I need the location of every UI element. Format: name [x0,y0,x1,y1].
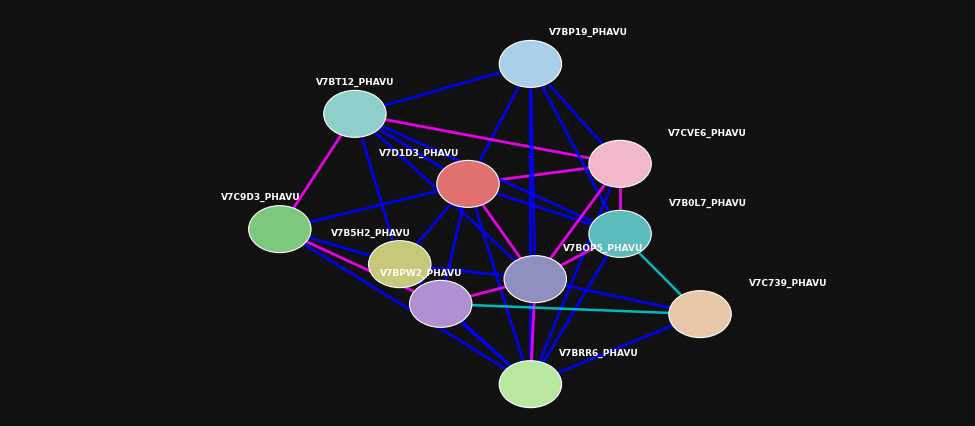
Text: V7BP19_PHAVU: V7BP19_PHAVU [549,28,629,37]
Ellipse shape [589,211,651,258]
Ellipse shape [249,206,311,253]
Text: V7BOP5_PHAVU: V7BOP5_PHAVU [564,244,644,253]
Ellipse shape [589,141,651,188]
Text: V7C9D3_PHAVU: V7C9D3_PHAVU [220,193,300,202]
Text: V7B0L7_PHAVU: V7B0L7_PHAVU [669,199,747,207]
Ellipse shape [499,41,562,88]
Text: V7D1D3_PHAVU: V7D1D3_PHAVU [379,149,459,158]
Ellipse shape [369,241,431,288]
Text: V7BT12_PHAVU: V7BT12_PHAVU [316,78,394,87]
Text: V7CVE6_PHAVU: V7CVE6_PHAVU [669,129,747,138]
Text: V7B5H2_PHAVU: V7B5H2_PHAVU [331,229,410,238]
Ellipse shape [504,256,566,303]
Ellipse shape [499,361,562,408]
Text: V7BPW2_PHAVU: V7BPW2_PHAVU [380,268,462,277]
Ellipse shape [437,161,499,208]
Ellipse shape [410,281,472,328]
Text: V7BRR6_PHAVU: V7BRR6_PHAVU [559,348,639,357]
Ellipse shape [324,91,386,138]
Ellipse shape [669,291,731,338]
Text: V7C739_PHAVU: V7C739_PHAVU [749,279,827,288]
